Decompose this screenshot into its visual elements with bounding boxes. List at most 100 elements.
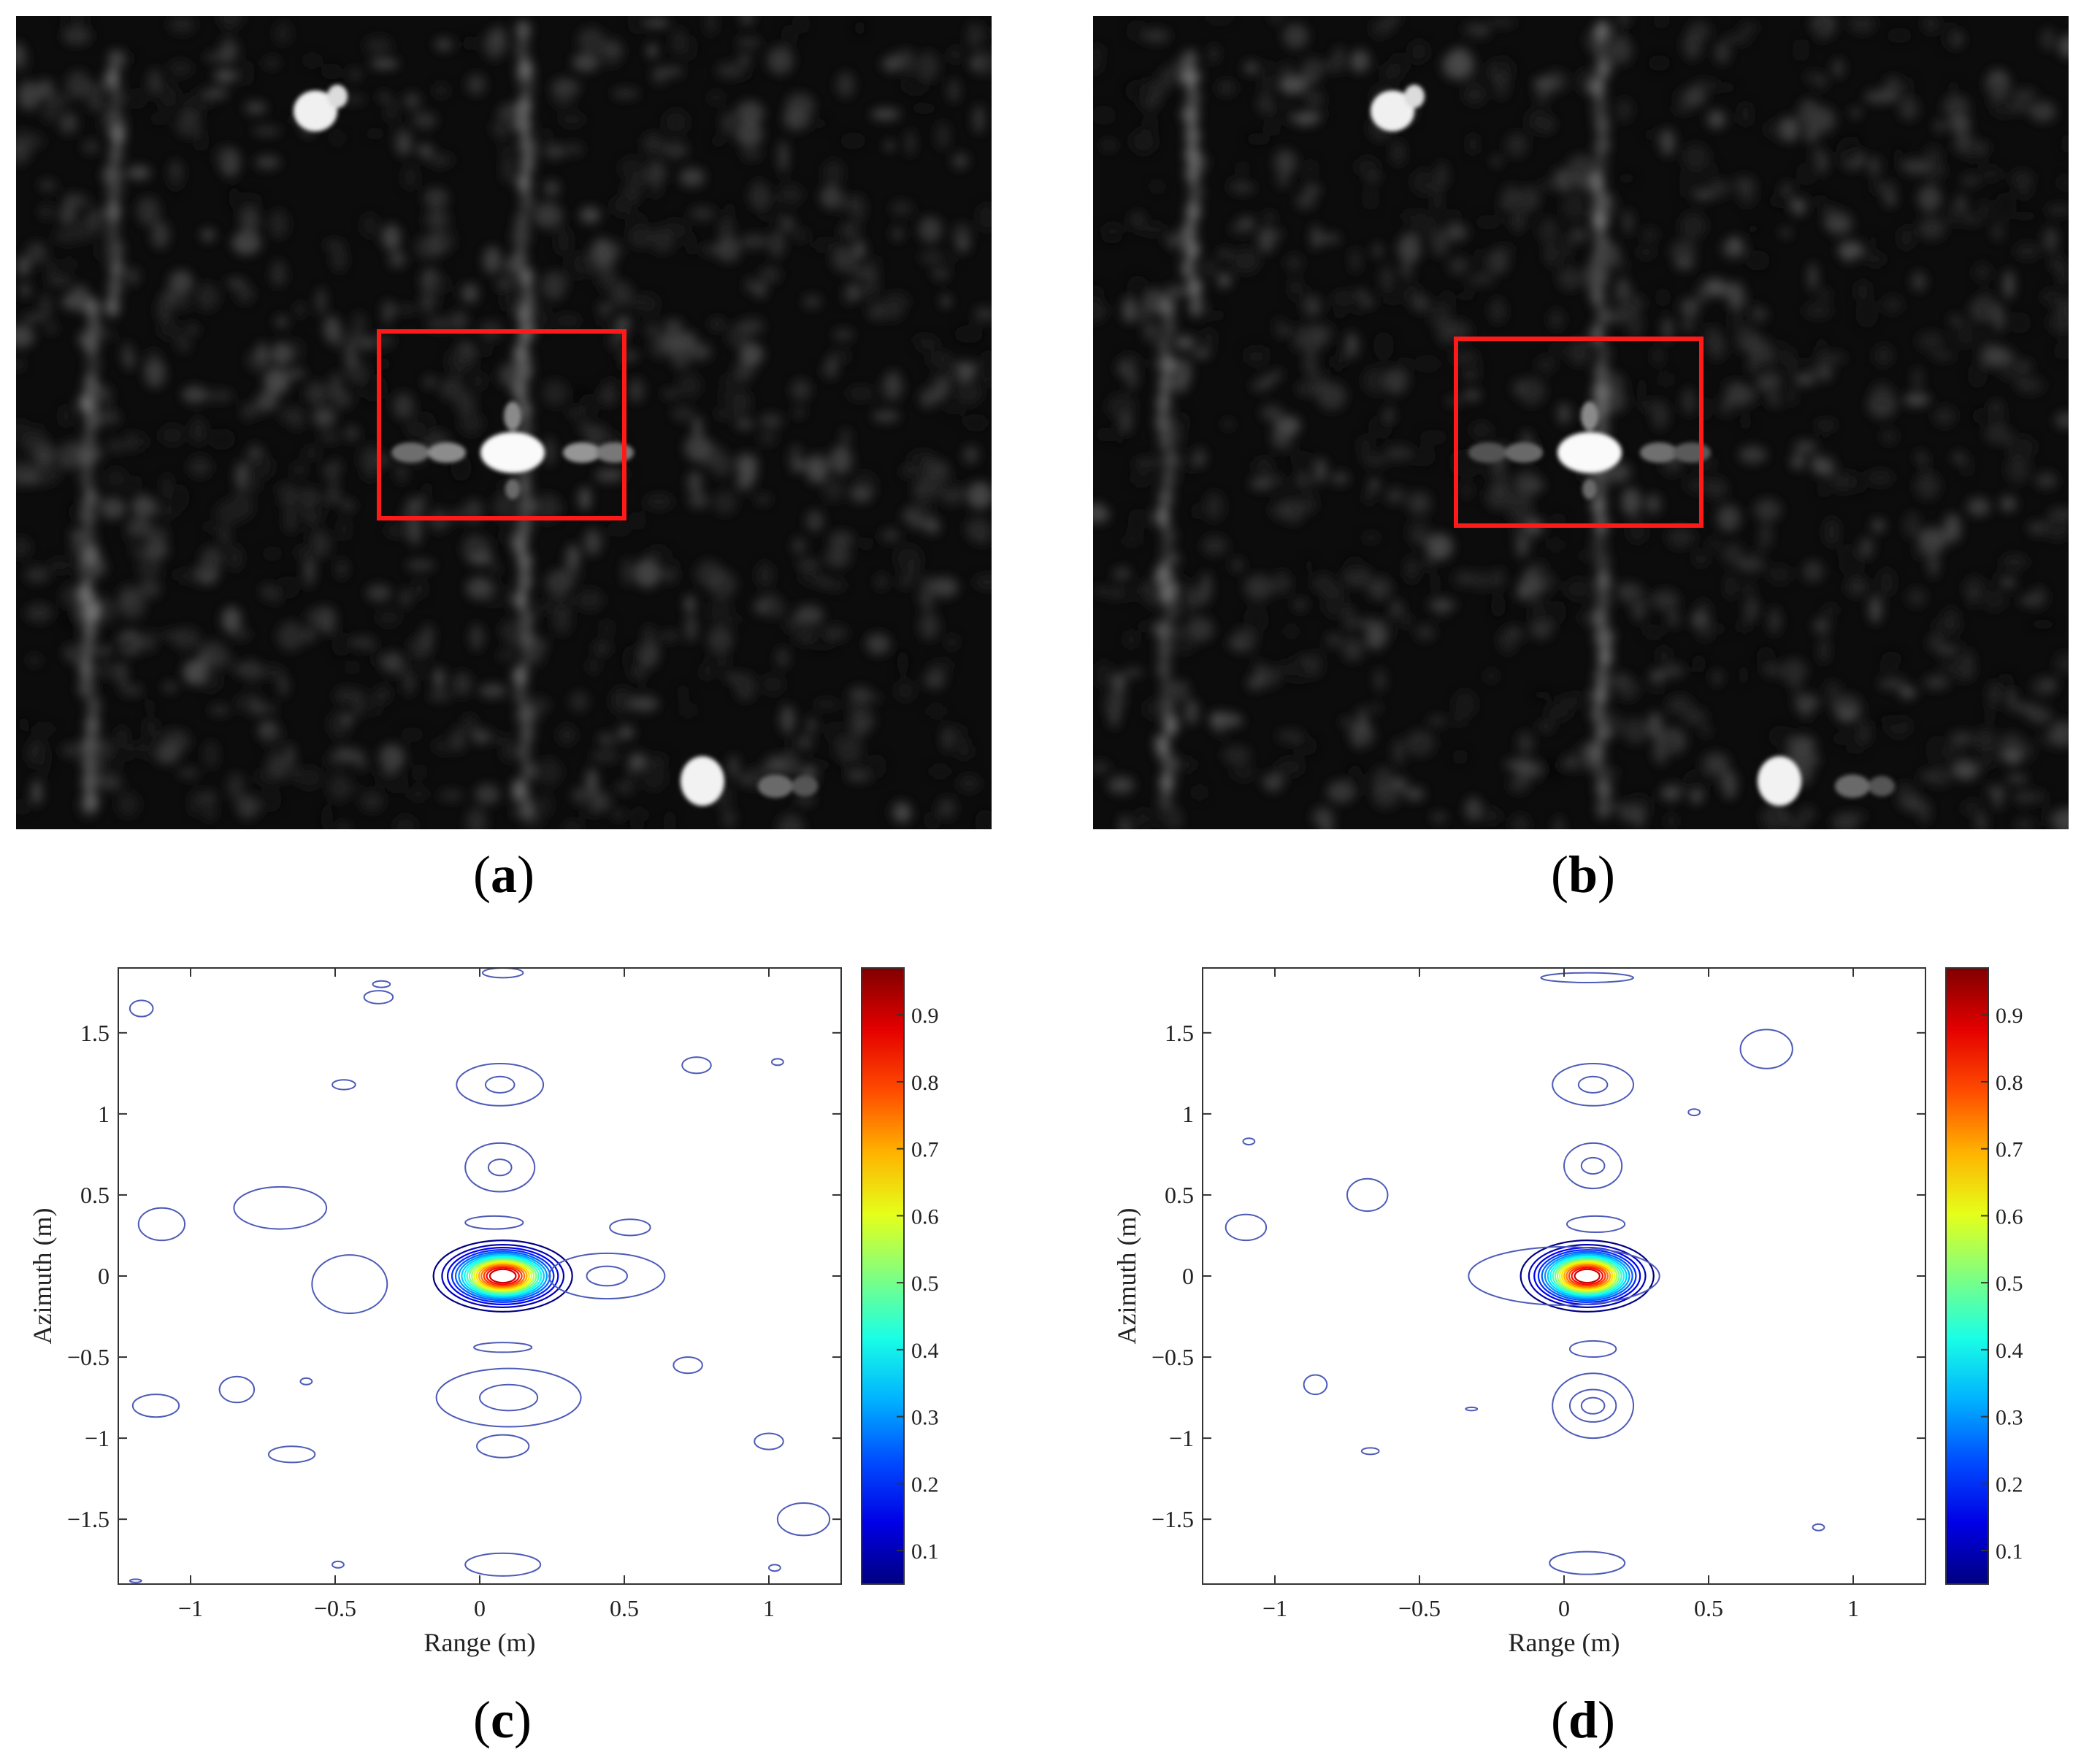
clutter-contour	[1568, 1388, 1617, 1423]
speckle-layer	[16, 16, 992, 829]
clutter-contour	[481, 968, 524, 979]
clutter-contour	[1812, 1523, 1825, 1532]
clutter-contour	[776, 1502, 831, 1537]
contour-ring	[458, 1252, 548, 1300]
sar-image-b	[1093, 16, 2069, 829]
clutter-contour	[1568, 1340, 1617, 1359]
clutter-contour	[1563, 1142, 1623, 1190]
y-tick-label: 0.5	[1165, 1182, 1194, 1208]
clutter-contour	[1242, 1137, 1256, 1146]
axes-box	[118, 967, 842, 1585]
y-axis-label: Azimuth (m)	[1112, 1208, 1141, 1345]
clutter-contour	[1580, 1156, 1606, 1175]
y-tick-label: 0	[98, 1263, 110, 1289]
contour-ring	[451, 1249, 555, 1303]
clutter-contour	[1468, 1246, 1660, 1306]
clutter-contour	[1225, 1213, 1268, 1242]
y-tick-label: 1	[1182, 1101, 1194, 1127]
contour-ring	[466, 1256, 540, 1296]
clutter-contour	[484, 1075, 516, 1094]
y-tick-label: 1.5	[1165, 1020, 1194, 1046]
x-axis-label: Range (m)	[424, 1628, 536, 1657]
clutter-contour	[1346, 1177, 1389, 1213]
clutter-contour	[1552, 1372, 1635, 1440]
y-tick-label: −0.5	[67, 1344, 110, 1370]
contour-ring	[473, 1260, 533, 1292]
clutter-contour	[299, 1377, 313, 1386]
clutter-contour	[586, 1265, 628, 1287]
clutter-contour	[267, 1445, 316, 1464]
x-tick-label: 1	[1847, 1595, 1859, 1621]
y-tick-label: −0.5	[1151, 1344, 1194, 1370]
contour-ring	[480, 1264, 526, 1288]
colorbar-tick-label: 0.6	[1996, 1204, 2023, 1229]
colorbar-tick-label: 0.8	[911, 1071, 939, 1095]
y-tick-label: −1.5	[1151, 1506, 1194, 1532]
clutter-contour	[548, 1252, 666, 1300]
y-axis-label: Azimuth (m)	[28, 1208, 57, 1345]
colorbar-tick-label: 0.1	[911, 1540, 939, 1564]
caption-a: (a)	[473, 845, 534, 904]
caption-c: (c)	[473, 1691, 532, 1749]
colorbar	[862, 968, 904, 1584]
x-tick-label: 0	[1558, 1595, 1570, 1621]
contour-ring	[1556, 1259, 1618, 1293]
sar-image-a	[16, 16, 992, 829]
y-tick-label: −1.5	[67, 1506, 110, 1532]
clutter-contour	[1566, 1215, 1626, 1234]
contour-plot-d: −1 −0.5 0 0.5 1 1.5 1 0.5 0 −0.5 −1 −1.5 Range (m) Az…	[1100, 949, 2028, 1679]
contour-ring	[1544, 1252, 1630, 1300]
contour-ring	[461, 1253, 545, 1299]
colorbar-tick-label: 0.8	[1996, 1071, 2023, 1095]
clutter-contour	[768, 1564, 781, 1572]
clutter-contour	[311, 1254, 388, 1315]
clutter-contour	[1303, 1374, 1328, 1396]
clutter-contour	[476, 1434, 530, 1459]
clutter-contour	[1540, 972, 1635, 983]
x-tick-label: −0.5	[314, 1595, 356, 1621]
x-tick-label: 0.5	[1694, 1595, 1723, 1621]
clutter-contour	[129, 1578, 142, 1583]
clutter-contour	[1465, 1406, 1479, 1412]
bright-targets	[1371, 85, 1895, 806]
clutter-contour	[332, 1079, 356, 1091]
clutter-contour	[456, 1063, 545, 1107]
contour-ring	[478, 1263, 528, 1289]
clutter-contour	[218, 1375, 256, 1404]
contour-plot-c: −1 −0.5 0 0.5 1 1.5 1 0.5 0 −0.5 −1 −1.5 Range (m) Az…	[16, 949, 943, 1679]
contour-ring	[446, 1247, 559, 1305]
clutter-contour	[1360, 1447, 1380, 1456]
clutter-contour	[372, 980, 391, 988]
x-tick-label: −1	[178, 1595, 203, 1621]
contour-ring	[1528, 1244, 1647, 1308]
contour-ring	[1568, 1265, 1606, 1287]
clutter-contour	[609, 1218, 651, 1237]
clutter-contour	[464, 1552, 542, 1577]
colorbar-tick-label: 0.6	[911, 1204, 939, 1229]
colorbar	[1946, 968, 1988, 1584]
clutter-contour	[754, 1432, 784, 1450]
contour-ring	[468, 1258, 537, 1294]
y-tick-label: −1	[85, 1425, 110, 1451]
colorbar-tick-label: 0.3	[1996, 1406, 2023, 1430]
contour-ring	[454, 1250, 551, 1302]
contour-ring	[1547, 1253, 1628, 1299]
bright-targets	[294, 85, 818, 806]
clutter-contour	[487, 1158, 513, 1177]
caption-b: (b)	[1551, 845, 1616, 904]
contour-ring	[1563, 1263, 1612, 1289]
x-axis-label: Range (m)	[1509, 1628, 1620, 1657]
colorbar-tick-label: 0.7	[1996, 1138, 2023, 1162]
contour-ring	[1541, 1250, 1633, 1302]
clutter-contour	[770, 1058, 784, 1067]
colorbar-tick-label: 0.2	[1996, 1472, 2023, 1496]
contour-ring	[1566, 1264, 1609, 1288]
contour-ring	[1549, 1255, 1625, 1297]
contour-lines	[1225, 972, 1825, 1575]
colorbar-tick-label: 0.9	[911, 1004, 939, 1028]
contour-ring	[464, 1255, 543, 1297]
clutter-contour	[479, 1383, 539, 1412]
colorbar-tick-label: 0.7	[911, 1138, 939, 1162]
y-tick-label: 0.5	[80, 1182, 110, 1208]
contour-ring	[1558, 1260, 1616, 1292]
